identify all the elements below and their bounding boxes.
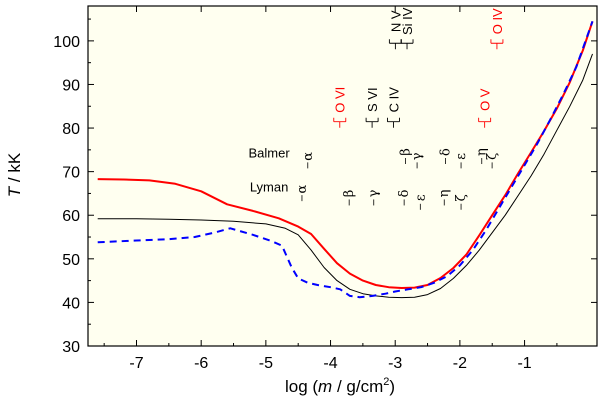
x-tick-label: -3 xyxy=(388,355,402,372)
y-tick-label: 30 xyxy=(62,339,80,356)
series-name-label: Balmer xyxy=(248,145,290,160)
y-label-part: / kK xyxy=(5,152,24,187)
line-marker-label: ζ xyxy=(485,153,500,160)
ion-bracket xyxy=(386,117,400,128)
line-marker-label: δ xyxy=(397,189,412,197)
x-label-variable: m xyxy=(318,377,332,396)
series-line-2 xyxy=(97,20,594,299)
line-marker-label: α xyxy=(295,184,310,193)
x-tick-label: -1 xyxy=(517,355,531,372)
y-tick-label: 60 xyxy=(62,208,80,225)
x-tick-label: -5 xyxy=(259,355,273,372)
line-marker-label: δ xyxy=(439,148,454,156)
x-tick-label: -7 xyxy=(129,355,143,372)
line-marker-label: γ xyxy=(410,152,425,160)
series-name-label: Lyman xyxy=(250,179,289,194)
ion-label: C IV xyxy=(386,87,401,113)
line-marker-label: γ xyxy=(367,189,382,197)
y-label-variable: T xyxy=(5,185,24,197)
x-label-exponent: 2 xyxy=(383,376,389,388)
line-marker-label: ζ xyxy=(454,194,469,201)
line-marker-label: α xyxy=(301,152,316,161)
ion-label: S VI xyxy=(365,87,380,112)
series-line-1 xyxy=(97,53,593,299)
line-marker-label: η xyxy=(475,148,490,156)
line-marker-label: ε xyxy=(454,153,469,160)
plot-area xyxy=(88,6,597,346)
line-marker-label: η xyxy=(437,190,452,198)
ion-bracket xyxy=(478,117,492,128)
y-tick-label: 40 xyxy=(62,295,80,312)
ion-label: O IV xyxy=(490,8,505,34)
ion-bracket xyxy=(400,39,414,50)
ion-label: Si IV xyxy=(400,7,415,35)
ion-bracket xyxy=(490,39,504,50)
ion-label: O VI xyxy=(333,87,348,113)
x-label-part: ) xyxy=(389,377,395,396)
x-tick-label: -6 xyxy=(194,355,208,372)
y-tick-label: 100 xyxy=(53,34,80,51)
ion-label: N V xyxy=(388,10,403,32)
line-marker-label: ε xyxy=(413,194,428,201)
y-tick-label: 90 xyxy=(62,77,80,94)
line-marker-label: β xyxy=(398,148,413,156)
x-axis-label: log (m / g/cm2) xyxy=(285,376,395,396)
ion-label: O V xyxy=(478,88,493,111)
x-label-part: log ( xyxy=(285,377,318,396)
axes-layer: -7 -6 -5 -4 -3 -2 -1 30 40 50 60 70 80 90 100 xyxy=(53,6,597,372)
line-marker-label: β xyxy=(342,190,357,198)
ion-bracket xyxy=(388,39,402,50)
x-tick-label: -4 xyxy=(323,355,337,372)
series-layer xyxy=(97,20,594,299)
plot-frame xyxy=(87,5,598,347)
ion-bracket xyxy=(333,117,347,128)
y-tick-label: 70 xyxy=(62,165,80,182)
x-label-part: / g/cm xyxy=(332,377,383,396)
series-line-0 xyxy=(97,20,594,289)
y-axis-label: T / kK xyxy=(5,152,24,197)
ion-bracket xyxy=(365,117,379,128)
x-tick-label: -2 xyxy=(453,355,467,372)
y-tick-label: 80 xyxy=(62,121,80,138)
y-tick-label: 50 xyxy=(62,252,80,269)
